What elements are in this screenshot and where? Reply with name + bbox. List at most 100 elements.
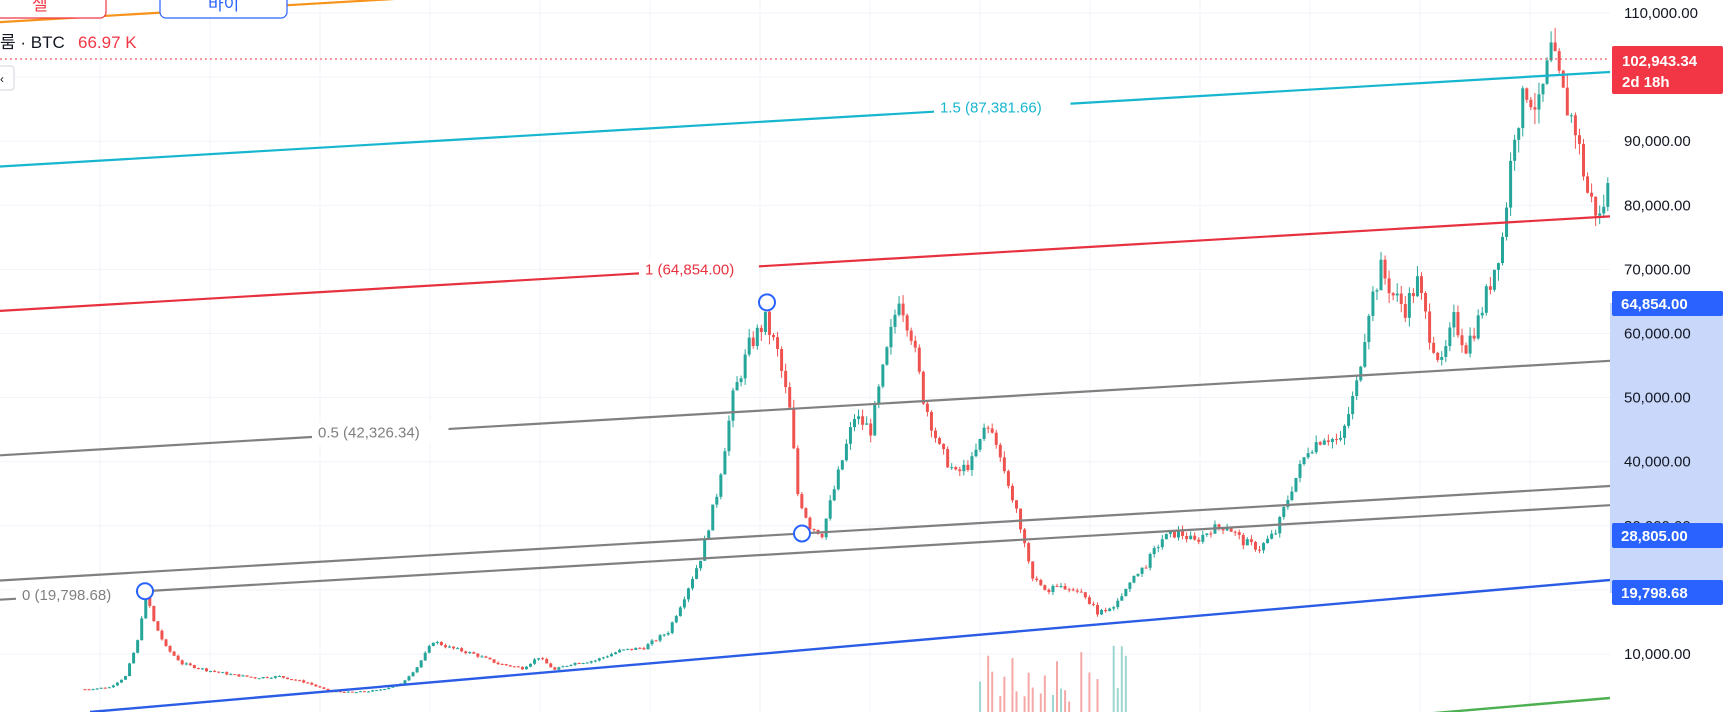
candle-body <box>1480 312 1484 316</box>
candle-body <box>763 311 767 332</box>
candle-body <box>164 639 168 646</box>
candle-body <box>1476 315 1480 339</box>
fib-level-line[interactable] <box>0 215 1610 312</box>
candle-body <box>423 652 427 661</box>
candle-body <box>1492 269 1496 290</box>
candle-body <box>1160 539 1164 548</box>
candle-body <box>1079 591 1083 593</box>
trend-line-green[interactable] <box>1400 696 1610 712</box>
candle-body <box>1314 442 1318 453</box>
level-badge-19798-text: 19,798.68 <box>1621 585 1688 602</box>
candle-body <box>1395 293 1399 296</box>
candle-body <box>411 672 415 677</box>
candle-body <box>269 677 273 679</box>
candle-body <box>885 347 889 365</box>
sell-button[interactable]: 셀 <box>0 0 107 19</box>
candle-body <box>1274 533 1278 535</box>
candle-body <box>152 605 156 622</box>
candle-body <box>1513 139 1517 161</box>
volume-bar <box>1023 696 1026 712</box>
fib-anchor-handle[interactable] <box>793 524 811 543</box>
candle-body <box>1399 293 1403 305</box>
candle-body <box>512 666 516 668</box>
candle-body <box>298 680 302 682</box>
candle-body <box>128 663 132 677</box>
candle-body <box>1444 346 1448 357</box>
fib-label-bg <box>934 96 1071 119</box>
fib-level-line[interactable] <box>0 70 1610 168</box>
candle-body <box>958 469 962 472</box>
candle-body <box>877 386 881 403</box>
candle-body <box>500 664 504 666</box>
candle-body <box>966 464 970 470</box>
candle-body <box>893 314 897 327</box>
volume-bar <box>1088 672 1091 712</box>
candle-body <box>1298 464 1302 478</box>
candle-body <box>1116 600 1120 608</box>
candle-body <box>553 667 557 670</box>
candle-body <box>95 688 99 690</box>
candle-body <box>1290 491 1294 501</box>
fib-anchor-handle[interactable] <box>758 293 776 312</box>
candle-body <box>1262 543 1266 551</box>
candle-body <box>1569 115 1573 117</box>
candle-body <box>1075 590 1079 592</box>
candle-countdown: 2d 18h <box>1622 74 1670 91</box>
candle-body <box>800 494 804 509</box>
candle-body <box>1197 539 1201 542</box>
candle-body <box>650 640 654 645</box>
candle-body <box>107 687 111 689</box>
volume-bar <box>1056 661 1058 712</box>
fib-anchor-points[interactable] <box>136 293 811 601</box>
candle-body <box>978 438 982 450</box>
candle-body <box>715 496 719 505</box>
candle-body <box>383 689 387 691</box>
candle-body <box>1306 453 1310 458</box>
candle-body <box>1533 107 1537 110</box>
y-tick-label: 70,000.00 <box>1624 261 1691 278</box>
candle-body <box>1006 471 1010 486</box>
candle-body <box>1087 597 1091 605</box>
candle-body <box>1140 567 1144 574</box>
y-tick-label: 60,000.00 <box>1624 326 1691 343</box>
candle-body <box>504 664 508 666</box>
candle-body <box>1164 533 1168 540</box>
candle-body <box>1602 206 1606 214</box>
fib-level-line[interactable] <box>0 504 1610 601</box>
candle-body <box>1148 554 1152 568</box>
candle-body <box>921 371 925 404</box>
volume-bar <box>1080 652 1083 712</box>
candle-body <box>1047 589 1051 592</box>
fib-level-label: 0 (19,798.68) <box>22 587 111 604</box>
candle-body <box>468 652 472 654</box>
candle-body <box>537 658 541 660</box>
candle-body <box>419 660 423 668</box>
fib-anchor-handle[interactable] <box>136 582 154 601</box>
candle-body <box>1245 539 1249 546</box>
volume-bar <box>991 671 994 712</box>
candle-body <box>889 326 893 348</box>
candle-body <box>253 677 257 679</box>
candle-body <box>549 663 553 668</box>
candle-body <box>213 670 217 672</box>
candle-body <box>1371 291 1375 316</box>
candle-body <box>448 646 451 648</box>
candle-body <box>601 657 605 659</box>
candle-body <box>1181 529 1185 536</box>
fib-level-line[interactable] <box>0 359 1610 457</box>
candle-body <box>998 444 1002 458</box>
candle-body <box>642 648 646 650</box>
buy-button[interactable]: 바이 <box>159 0 288 19</box>
candle-body <box>314 684 318 687</box>
candle-body <box>759 327 763 332</box>
current-price-value: 102,943.34 <box>1622 53 1698 70</box>
volume-legend: 66.97 K <box>78 33 137 52</box>
candle-body <box>1549 42 1553 61</box>
candle-body <box>626 648 630 650</box>
candle-body <box>484 656 488 658</box>
candle-body <box>1051 585 1055 592</box>
candle-body <box>1379 259 1383 291</box>
candle-body <box>346 691 350 693</box>
trend-line-base[interactable] <box>89 578 1610 712</box>
legend-collapse-button[interactable]: ‹ <box>0 65 15 91</box>
